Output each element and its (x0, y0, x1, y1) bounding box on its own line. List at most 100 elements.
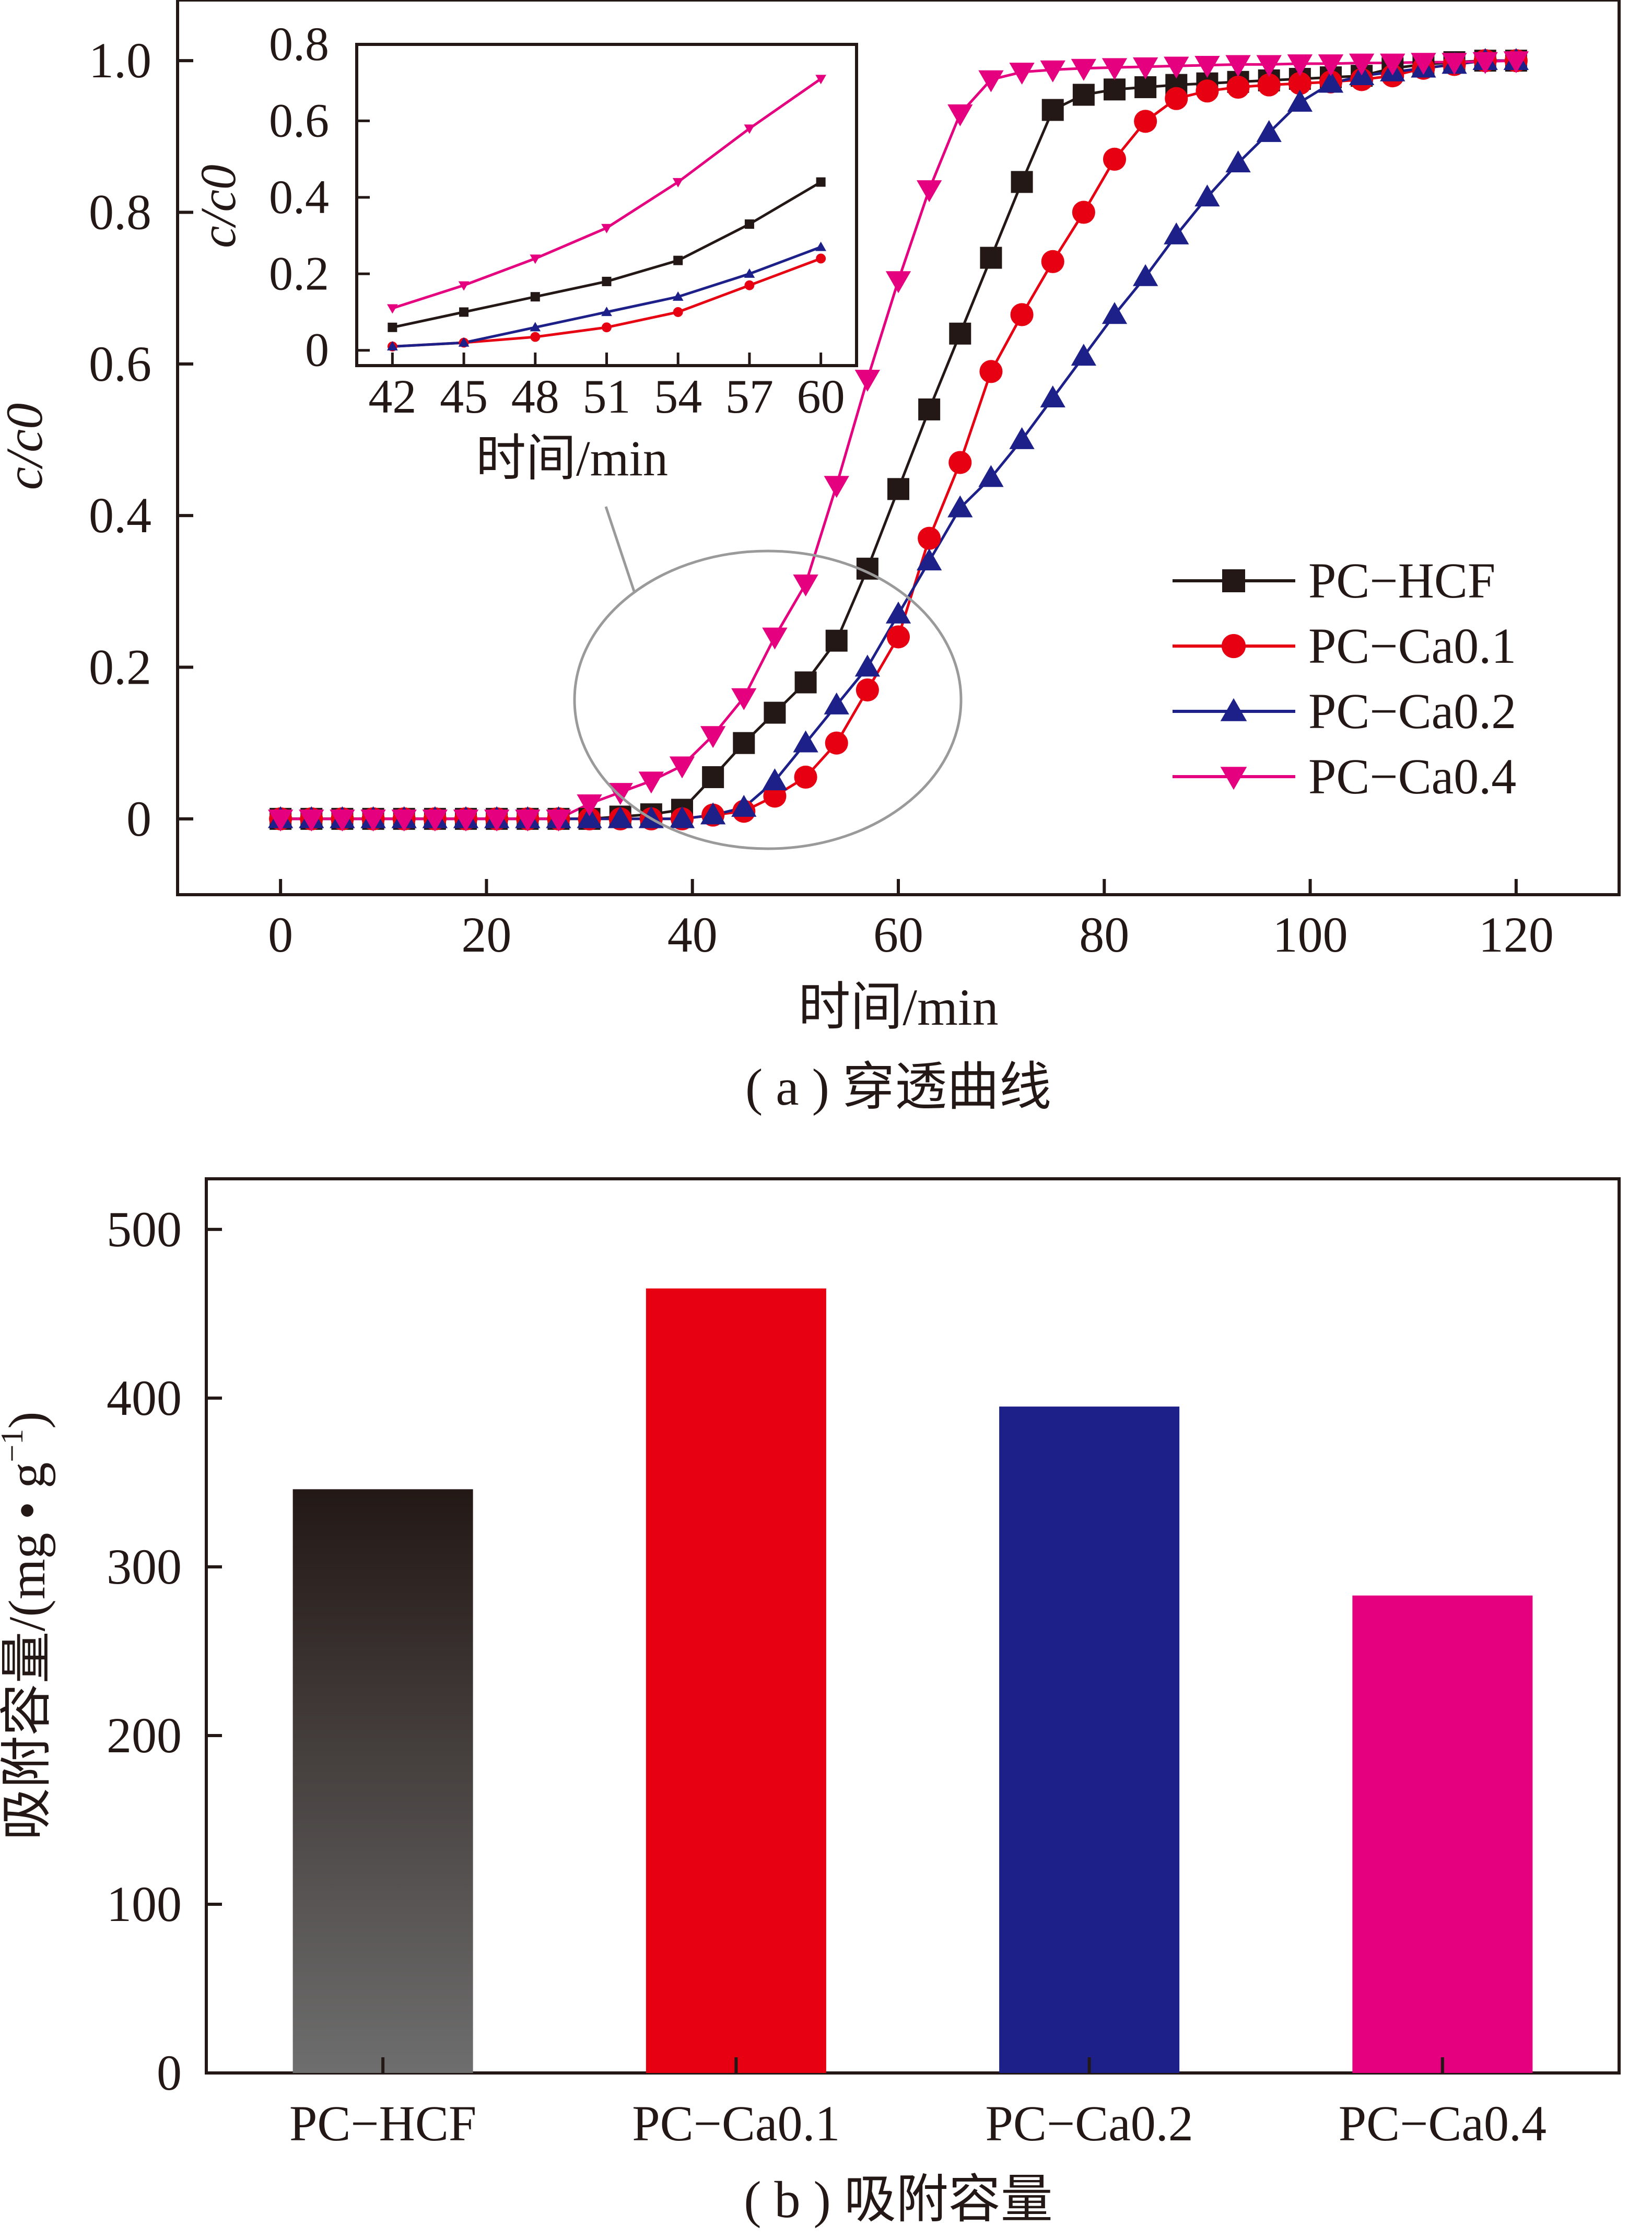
inset-data-point (459, 307, 469, 317)
y-axis-label: c/c0 (0, 403, 53, 490)
x-tick-label-b: PC−Ca0.1 (632, 2095, 840, 2151)
bar (999, 1407, 1180, 2073)
data-point (1256, 55, 1282, 77)
data-point (1318, 54, 1344, 77)
inset-data-point (744, 268, 755, 278)
bar (292, 1489, 473, 2073)
y-tick-label-b: 500 (107, 1201, 182, 1257)
inset-x-tick-label: 54 (654, 370, 702, 423)
inset-data-point (458, 337, 470, 347)
data-point (947, 495, 973, 518)
inset-y-axis-label: c/c0 (190, 165, 246, 248)
data-point (1102, 302, 1128, 324)
data-point (1226, 75, 1250, 99)
data-point (793, 574, 818, 596)
x-tick-label-b: PC−HCF (289, 2095, 476, 2151)
inset-x-tick-label: 48 (511, 370, 559, 423)
data-point (1225, 150, 1251, 172)
inset-data-point (458, 281, 470, 291)
legend-marker (1220, 698, 1247, 721)
legend-label: PC−Ca0.1 (1308, 618, 1516, 674)
data-point (1472, 52, 1498, 74)
data-point (1041, 99, 1064, 121)
data-point (764, 701, 786, 724)
data-point (978, 465, 1004, 487)
y-tick-label-b: 300 (107, 1539, 182, 1595)
data-point (731, 794, 757, 817)
legend-label: PC−HCF (1308, 553, 1495, 608)
data-point (947, 104, 973, 126)
data-point (1071, 58, 1097, 81)
data-point (1071, 344, 1097, 366)
x-tick-label: 100 (1273, 907, 1348, 963)
data-point (1380, 53, 1405, 76)
y-tick-label: 1.0 (89, 32, 151, 88)
y-tick-label: 0.2 (89, 639, 151, 695)
inset-data-point (672, 178, 684, 188)
data-point (949, 322, 971, 345)
x-tick-label: 80 (1079, 907, 1129, 963)
data-point (1132, 264, 1158, 286)
data-point (638, 771, 664, 794)
data-point (1134, 110, 1157, 133)
x-axis-label: 时间/min (798, 978, 998, 1036)
inset-data-point (744, 280, 755, 290)
inset-data-point (601, 224, 612, 233)
x-tick-label: 60 (873, 907, 923, 963)
x-tick-label-b: PC−Ca0.4 (1339, 2095, 1546, 2151)
y-tick-label: 0 (126, 791, 151, 847)
data-point (1287, 89, 1313, 112)
data-point (916, 180, 942, 203)
data-point (1072, 84, 1095, 106)
inset-x-ticks: 42 45 48 51 54 57 60 (368, 353, 845, 423)
inset-x-tick-label: 57 (725, 370, 774, 423)
x-tick-label: 120 (1479, 907, 1554, 963)
data-point (1194, 55, 1220, 78)
inset-y-tick-label: 0.4 (269, 170, 329, 224)
data-point (577, 806, 602, 828)
inset-data-point (673, 307, 683, 317)
y-tick-label: 0.6 (89, 336, 151, 392)
data-point (422, 809, 448, 831)
inset-data-point (601, 307, 612, 317)
data-point (1257, 73, 1281, 97)
data-point (1132, 57, 1158, 79)
y-tick-label-b: 0 (157, 2045, 182, 2101)
x-axis-ticks-b: PC−HCF PC−Ca0.1 PC−Ca0.2 PC−Ca0.4 (289, 2057, 1546, 2151)
data-point (1256, 120, 1282, 142)
inset-data-point (387, 304, 398, 314)
inset-data-point (815, 75, 826, 85)
inset-x-tick-label: 42 (368, 370, 416, 423)
data-point (1102, 58, 1128, 80)
data-point (1010, 303, 1034, 326)
inset-x-tick-label: 60 (797, 370, 845, 423)
inset-data-point (744, 124, 755, 134)
zoom-region-ellipse (573, 549, 963, 850)
y-axis-ticks: 0 0.2 0.4 0.6 0.8 1.0 (89, 32, 193, 847)
data-point (484, 809, 510, 831)
inset-x-tick-label: 51 (583, 370, 631, 423)
caption-a: ( a ) 穿透曲线 (745, 1058, 1051, 1116)
data-point (1349, 53, 1375, 76)
inset-data-point (530, 332, 541, 342)
data-point (948, 451, 972, 474)
data-point (267, 809, 294, 831)
data-point (299, 809, 324, 831)
y-axis-ticks-b: 0 100 200 300 400 500 (107, 1201, 222, 2101)
data-point (1103, 147, 1127, 171)
breakthrough-chart: 0 20 40 60 80 100 120 0 0.2 0.4 0.6 0.8 1.0 42 45 48 5… (0, 0, 1621, 1116)
inset-data-point (815, 241, 826, 251)
plot-frame-b (205, 1177, 1621, 2075)
inset-y-tick-label: 0 (305, 323, 329, 377)
data-point (669, 756, 695, 779)
data-point (979, 360, 1003, 383)
data-point (854, 654, 881, 677)
data-point (360, 809, 386, 831)
data-point (856, 678, 879, 702)
data-point (330, 809, 355, 831)
caption-b: ( b ) 吸附容量 (744, 2171, 1053, 2229)
data-point (515, 809, 541, 831)
data-point (1287, 54, 1313, 77)
